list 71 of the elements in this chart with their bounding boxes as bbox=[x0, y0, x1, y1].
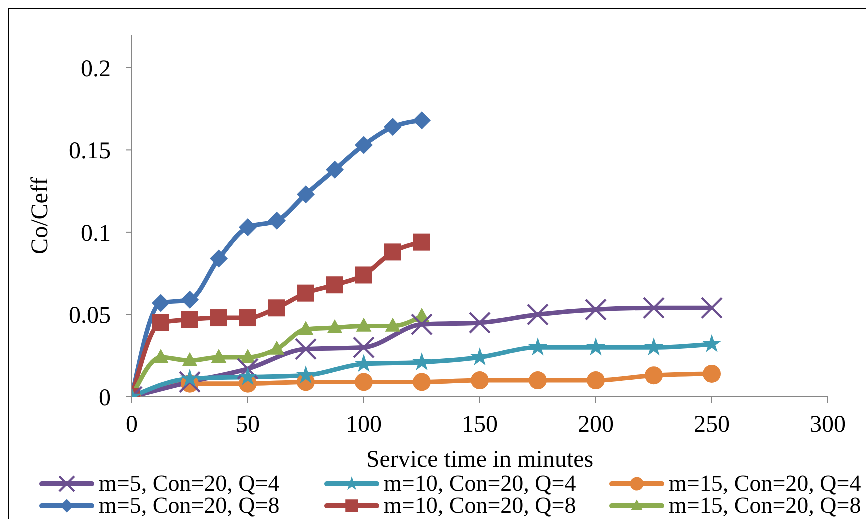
point bbox=[642, 297, 666, 320]
point bbox=[355, 373, 373, 392]
y-tick-label: 0.1 bbox=[81, 220, 111, 247]
point bbox=[702, 334, 722, 352]
point bbox=[700, 297, 724, 320]
point bbox=[356, 318, 372, 332]
point bbox=[182, 311, 198, 328]
point bbox=[414, 234, 430, 251]
point bbox=[354, 354, 374, 372]
point bbox=[586, 338, 606, 356]
point bbox=[153, 349, 169, 364]
point bbox=[644, 338, 664, 356]
point bbox=[526, 304, 550, 326]
point bbox=[352, 336, 376, 359]
y-tick-label: 0.2 bbox=[81, 56, 111, 82]
point bbox=[210, 310, 228, 327]
point bbox=[384, 118, 402, 136]
point bbox=[236, 358, 260, 380]
y-tick-label: 0 bbox=[99, 386, 111, 412]
point bbox=[180, 368, 200, 387]
point bbox=[268, 300, 286, 317]
x-tick-label: 200 bbox=[578, 412, 614, 438]
point bbox=[468, 312, 492, 334]
point bbox=[152, 314, 170, 332]
x-tick-label: 50 bbox=[236, 412, 260, 438]
point bbox=[182, 352, 198, 366]
legend-label: m=5, Con=20, Q=4 bbox=[99, 471, 280, 496]
point bbox=[326, 160, 344, 179]
point bbox=[240, 349, 256, 364]
point bbox=[355, 136, 373, 154]
point bbox=[269, 340, 285, 355]
x-tick-label: 100 bbox=[346, 412, 382, 438]
point bbox=[584, 298, 608, 321]
point bbox=[471, 372, 489, 390]
point bbox=[528, 338, 548, 356]
point bbox=[703, 364, 721, 383]
point bbox=[152, 294, 170, 312]
y-tick-label: 0.05 bbox=[69, 303, 111, 330]
point bbox=[410, 314, 434, 336]
point bbox=[240, 310, 256, 327]
point bbox=[298, 321, 314, 336]
y-axis-title: Co/Ceff bbox=[28, 178, 54, 254]
point bbox=[384, 244, 402, 261]
point bbox=[210, 250, 228, 268]
point bbox=[327, 319, 343, 334]
point bbox=[326, 276, 344, 294]
point bbox=[356, 266, 372, 284]
x-tick-label: 250 bbox=[694, 412, 730, 438]
legend-label: m=15, Con=20, Q=4 bbox=[669, 471, 862, 496]
point bbox=[268, 212, 286, 230]
point bbox=[181, 290, 199, 309]
x-tick-label: 0 bbox=[126, 412, 138, 438]
point bbox=[238, 367, 258, 386]
point bbox=[412, 352, 432, 371]
point bbox=[529, 372, 547, 390]
point bbox=[413, 373, 431, 392]
point bbox=[413, 112, 431, 130]
point bbox=[297, 186, 315, 204]
point bbox=[239, 218, 257, 237]
point bbox=[385, 318, 401, 332]
point bbox=[645, 366, 663, 385]
point bbox=[178, 371, 202, 394]
point bbox=[211, 349, 227, 364]
legend-label: m=10, Con=20, Q=4 bbox=[384, 471, 576, 496]
x-axis-title: Service time in minutes bbox=[366, 447, 594, 473]
point bbox=[298, 284, 314, 302]
x-tick-label: 150 bbox=[462, 412, 498, 438]
y-tick-label: 0.15 bbox=[69, 138, 111, 165]
point bbox=[587, 372, 605, 390]
x-tick-label: 300 bbox=[810, 412, 846, 438]
point bbox=[294, 338, 318, 360]
